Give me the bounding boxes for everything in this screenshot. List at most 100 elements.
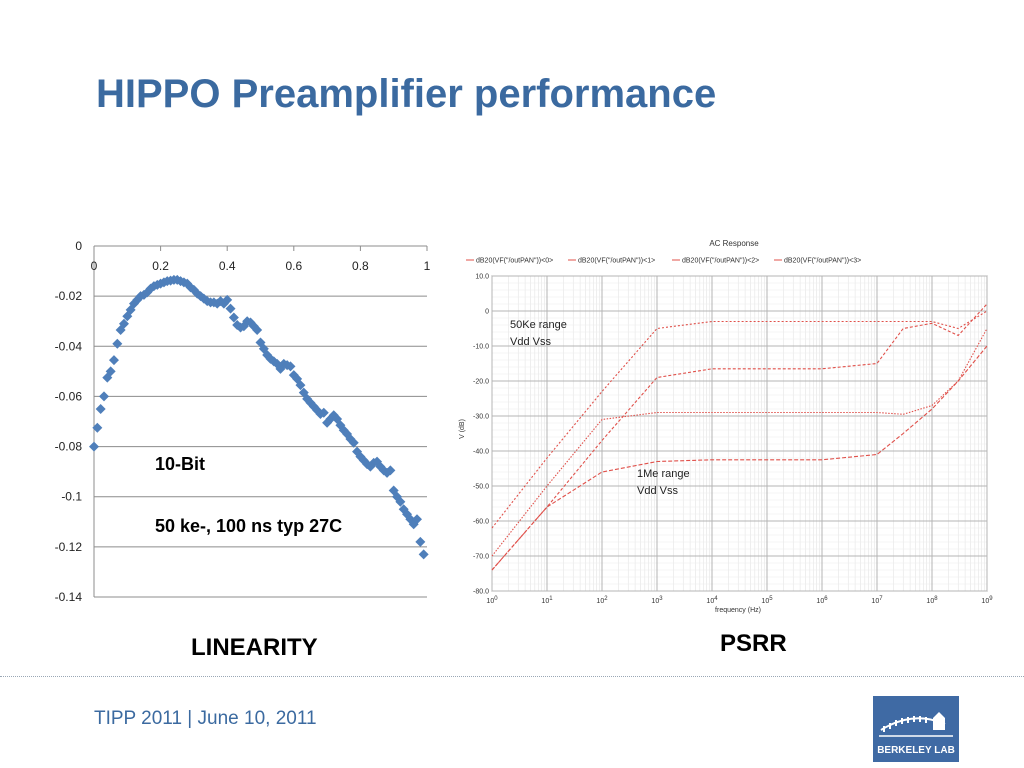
data-point	[418, 549, 429, 560]
y-tick-label: -0.04	[55, 339, 83, 353]
data-point	[228, 312, 239, 323]
data-point	[125, 304, 136, 315]
y-tick-label: 0	[75, 239, 82, 253]
y-tick-label: -0.06	[55, 389, 83, 403]
annotation-1me-vdd-vss: Vdd Vss	[637, 485, 678, 497]
linearity-chart: 0 -0.02 -0.04 -0.06 -0.08 -0.1 -0.12 -0.14 0 0.2 0…	[55, 239, 431, 604]
data-point	[348, 437, 359, 448]
psrr-caption: PSRR	[720, 630, 787, 657]
data-point	[118, 318, 129, 329]
psrr-chart: AC Response dB20(VF("/outPAN"))<0> dB20(V…	[456, 234, 1002, 616]
annotation-50ke-vdd-vss: Vdd Vss	[510, 336, 551, 348]
y-tick-label: -0.12	[55, 540, 83, 554]
psrr-legend: dB20(VF("/outPAN"))<0> dB20(VF("/outPAN")…	[466, 258, 861, 265]
data-point	[218, 298, 229, 309]
legend-label: dB20(VF("/outPAN"))<2>	[682, 258, 759, 265]
annotation-50ke-range: 50Ke range	[510, 319, 567, 331]
slide-title: HIPPO Preamplifier performance	[96, 72, 717, 116]
x-tick-label: 109	[981, 596, 993, 605]
data-point	[132, 294, 143, 305]
y-tick-label: -60.0	[473, 519, 489, 526]
y-tick-label: -0.1	[61, 490, 82, 504]
annotation-conditions: 50 ke-, 100 ns typ 27C	[155, 516, 342, 536]
berkeley-lab-logo: BERKELEY LAB	[873, 696, 959, 762]
data-point	[232, 319, 243, 330]
psrr-title: AC Response	[709, 239, 759, 248]
data-point	[92, 422, 103, 433]
x-tick-label: 0.6	[285, 259, 302, 273]
y-tick-label: -0.14	[55, 590, 83, 604]
data-point	[105, 366, 116, 377]
x-tick-label: 101	[541, 596, 553, 605]
x-tick-label: 0.8	[352, 259, 369, 273]
y-tick-label: 0	[485, 309, 489, 316]
psrr-xlabel: frequency (Hz)	[715, 607, 761, 614]
y-tick-label: -0.02	[55, 289, 83, 303]
data-point	[112, 338, 123, 349]
legend-label: dB20(VF("/outPAN"))<1>	[578, 258, 655, 265]
footer-divider	[0, 676, 1024, 677]
series-line	[491, 310, 988, 529]
y-tick-label: -0.08	[55, 440, 83, 454]
footer-text: TIPP 2011 | June 10, 2011	[94, 708, 317, 729]
legend-label: dB20(VF("/outPAN"))<3>	[784, 258, 861, 265]
legend-label: dB20(VF("/outPAN"))<0>	[476, 258, 553, 265]
data-point	[308, 401, 319, 412]
annotation-10-bit: 10-Bit	[155, 454, 205, 474]
x-tick-label: 102	[596, 596, 608, 605]
y-tick-label: -70.0	[473, 554, 489, 561]
data-point	[108, 355, 119, 366]
x-tick-label: 107	[871, 596, 883, 605]
data-point	[138, 289, 149, 300]
y-tick-label: -10.0	[473, 344, 489, 351]
data-point	[385, 465, 396, 476]
linearity-points	[89, 274, 429, 560]
data-point	[252, 324, 263, 335]
psrr-lines	[491, 303, 988, 571]
data-point	[245, 317, 256, 328]
data-point	[95, 403, 106, 414]
x-tick-label: 100	[486, 596, 498, 605]
data-point	[285, 361, 296, 372]
psrr-axes: 100 101 102 103 104 105 106 107 108 109 10.0 0 -10.0…	[473, 274, 993, 606]
y-tick-label: 10.0	[475, 274, 489, 281]
x-tick-label: 108	[926, 596, 938, 605]
linearity-axes: 0 -0.02 -0.04 -0.06 -0.08 -0.1 -0.12 -0.14 0 0.2 0…	[55, 239, 431, 604]
annotation-1me-range: 1Me range	[637, 468, 690, 480]
x-tick-label: 0.4	[219, 259, 236, 273]
series-line	[491, 328, 988, 557]
data-point	[212, 298, 223, 309]
x-tick-label: 106	[816, 596, 828, 605]
data-point	[89, 441, 99, 452]
data-point	[395, 496, 406, 507]
data-point	[182, 278, 193, 289]
data-point	[262, 350, 273, 361]
x-tick-label: 105	[761, 596, 773, 605]
building-icon	[879, 712, 953, 737]
series-line	[491, 345, 988, 571]
x-tick-label: 103	[651, 596, 663, 605]
data-point	[318, 407, 329, 418]
y-tick-label: -20.0	[473, 379, 489, 386]
x-tick-label: 0	[91, 259, 98, 273]
x-tick-label: 1	[424, 259, 431, 273]
data-point	[98, 391, 109, 402]
data-point	[225, 303, 236, 314]
data-point	[415, 536, 426, 547]
psrr-grid	[491, 275, 988, 592]
x-tick-label: 0.2	[152, 259, 169, 273]
logo-label: BERKELEY LAB	[877, 745, 955, 756]
y-tick-label: -40.0	[473, 449, 489, 456]
data-point	[302, 393, 313, 404]
psrr-plot-area	[491, 275, 988, 592]
data-point	[248, 321, 259, 332]
psrr-ylabel: V (dB)	[459, 419, 466, 439]
y-tick-label: -30.0	[473, 414, 489, 421]
data-point	[295, 380, 306, 391]
linearity-caption: LINEARITY	[191, 634, 318, 661]
y-tick-label: -80.0	[473, 589, 489, 596]
data-point	[412, 514, 423, 525]
x-tick-label: 104	[706, 596, 718, 605]
series-line	[491, 303, 988, 571]
data-point	[222, 294, 233, 305]
